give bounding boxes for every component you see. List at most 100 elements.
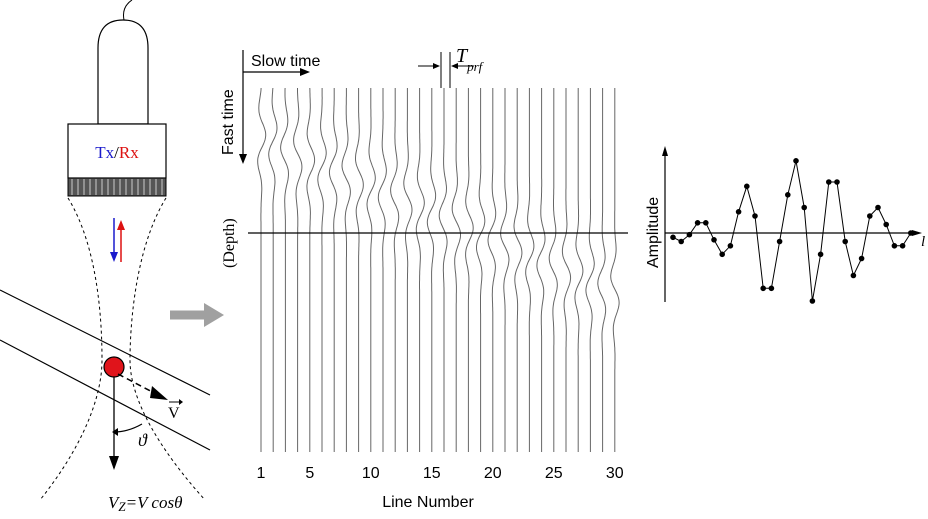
tick-label: 30 bbox=[606, 465, 624, 482]
velocity-vector bbox=[117, 373, 168, 400]
rf-line bbox=[574, 88, 584, 452]
probe-body bbox=[67, 123, 167, 179]
tx-rx-separator: / bbox=[114, 143, 119, 162]
amplitude-sample bbox=[858, 255, 865, 262]
amplitude-sample bbox=[768, 285, 775, 292]
slow-time-label: Slow time bbox=[251, 53, 320, 70]
probe-cable bbox=[123, 0, 133, 21]
rf-line bbox=[487, 88, 497, 452]
amplitude-sample bbox=[809, 298, 816, 304]
amplitude-sample bbox=[744, 183, 750, 190]
amplitude-sample bbox=[760, 285, 766, 292]
blood-vessel bbox=[0, 289, 211, 451]
rf-line bbox=[465, 88, 474, 452]
rf-line bbox=[355, 88, 364, 452]
tick-label: 5 bbox=[305, 465, 314, 482]
prf-subscript: prf bbox=[466, 59, 485, 74]
line-number-label: Line Number bbox=[382, 494, 474, 511]
ultrasound-beam bbox=[39, 197, 206, 501]
velocity-label: V bbox=[168, 399, 183, 422]
amplitude-curve bbox=[672, 160, 912, 302]
vessel-upper-wall bbox=[0, 289, 211, 396]
rf-line bbox=[390, 88, 400, 452]
rx-up-arrow bbox=[117, 220, 125, 262]
rf-line bbox=[561, 88, 572, 452]
process-arrow bbox=[170, 303, 224, 327]
rf-line bbox=[610, 88, 620, 452]
tick-label: 1 bbox=[257, 465, 266, 482]
amplitude-sample bbox=[908, 230, 914, 236]
beam-left-edge bbox=[39, 197, 103, 501]
amplitude-plot: Amplitude l bbox=[645, 146, 925, 304]
amplitude-sample bbox=[735, 209, 742, 215]
amplitude-sample bbox=[785, 192, 791, 198]
amplitude-sample bbox=[867, 213, 873, 219]
amplitude-sample bbox=[670, 234, 676, 241]
amplitude-sample bbox=[817, 251, 824, 258]
vessel-lower-wall bbox=[0, 339, 211, 451]
rf-line bbox=[597, 88, 607, 452]
amplitude-sample bbox=[711, 237, 717, 243]
rf-lines bbox=[257, 87, 620, 452]
rf-line bbox=[451, 88, 461, 452]
beam-right-edge bbox=[129, 197, 206, 501]
ultrasound-probe: Tx/Rx bbox=[67, 0, 167, 197]
rf-line bbox=[377, 88, 387, 452]
velocity-formula: VZ=V cosθ bbox=[108, 493, 182, 514]
amplitude-sample bbox=[883, 221, 889, 228]
velocity-symbol: V bbox=[168, 405, 180, 422]
amplitude-sample bbox=[694, 220, 701, 226]
rf-data-matrix: Slow time Fast time (Depth) Tprf 1 5 10 15 2… bbox=[220, 45, 628, 511]
tick-label: 20 bbox=[484, 465, 502, 482]
prf-main: T bbox=[456, 45, 469, 67]
amplitude-sample bbox=[686, 231, 693, 238]
rf-line bbox=[341, 88, 351, 452]
tx-label: Tx bbox=[95, 143, 114, 162]
amplitude-sample bbox=[752, 213, 758, 219]
fast-time-label: Fast time bbox=[220, 89, 237, 155]
amplitude-sample bbox=[842, 238, 848, 245]
formula-rhs: =V cos bbox=[126, 493, 175, 512]
line-number-ticks: 1 5 10 15 20 25 30 bbox=[257, 465, 624, 482]
amplitude-sample bbox=[834, 179, 840, 185]
formula-lhs: V bbox=[108, 493, 121, 512]
tx-down-arrow bbox=[110, 218, 118, 262]
rf-line bbox=[328, 88, 338, 452]
amplitude-x-label: l bbox=[921, 234, 925, 250]
angle-arrowhead bbox=[112, 428, 118, 436]
amplitude-sample bbox=[719, 251, 725, 258]
rf-line bbox=[536, 88, 546, 452]
rf-line bbox=[476, 88, 486, 452]
transducer-elements bbox=[71, 179, 163, 195]
rf-line bbox=[585, 88, 595, 452]
amplitude-sample bbox=[703, 220, 709, 226]
prf-marker: Tprf bbox=[418, 45, 485, 88]
amplitude-sample bbox=[776, 238, 783, 245]
amplitude-sample bbox=[891, 243, 898, 249]
rf-line bbox=[317, 88, 327, 452]
probe-handle bbox=[97, 19, 149, 125]
tick-label: 15 bbox=[423, 465, 441, 482]
rf-line bbox=[525, 88, 535, 452]
rf-line bbox=[415, 88, 425, 452]
amplitude-sample bbox=[875, 204, 881, 211]
rf-line bbox=[426, 88, 437, 452]
axial-velocity-arrow bbox=[109, 377, 119, 470]
rf-line bbox=[513, 88, 523, 452]
formula-subscript: Z bbox=[118, 499, 126, 514]
rx-label: Rx bbox=[119, 143, 139, 162]
amplitude-sample bbox=[826, 179, 832, 185]
rf-line bbox=[293, 88, 303, 452]
tick-label: 10 bbox=[362, 465, 380, 482]
amplitude-sample bbox=[850, 272, 857, 279]
rf-line bbox=[500, 88, 510, 452]
amplitude-sample bbox=[793, 158, 799, 164]
tick-label: 25 bbox=[545, 465, 563, 482]
rf-line bbox=[280, 87, 290, 452]
prf-symbol: Tprf bbox=[456, 45, 485, 74]
amplitude-sample bbox=[727, 243, 734, 249]
depth-label: (Depth) bbox=[221, 218, 238, 268]
rf-line bbox=[268, 87, 278, 452]
rf-line bbox=[403, 88, 413, 452]
